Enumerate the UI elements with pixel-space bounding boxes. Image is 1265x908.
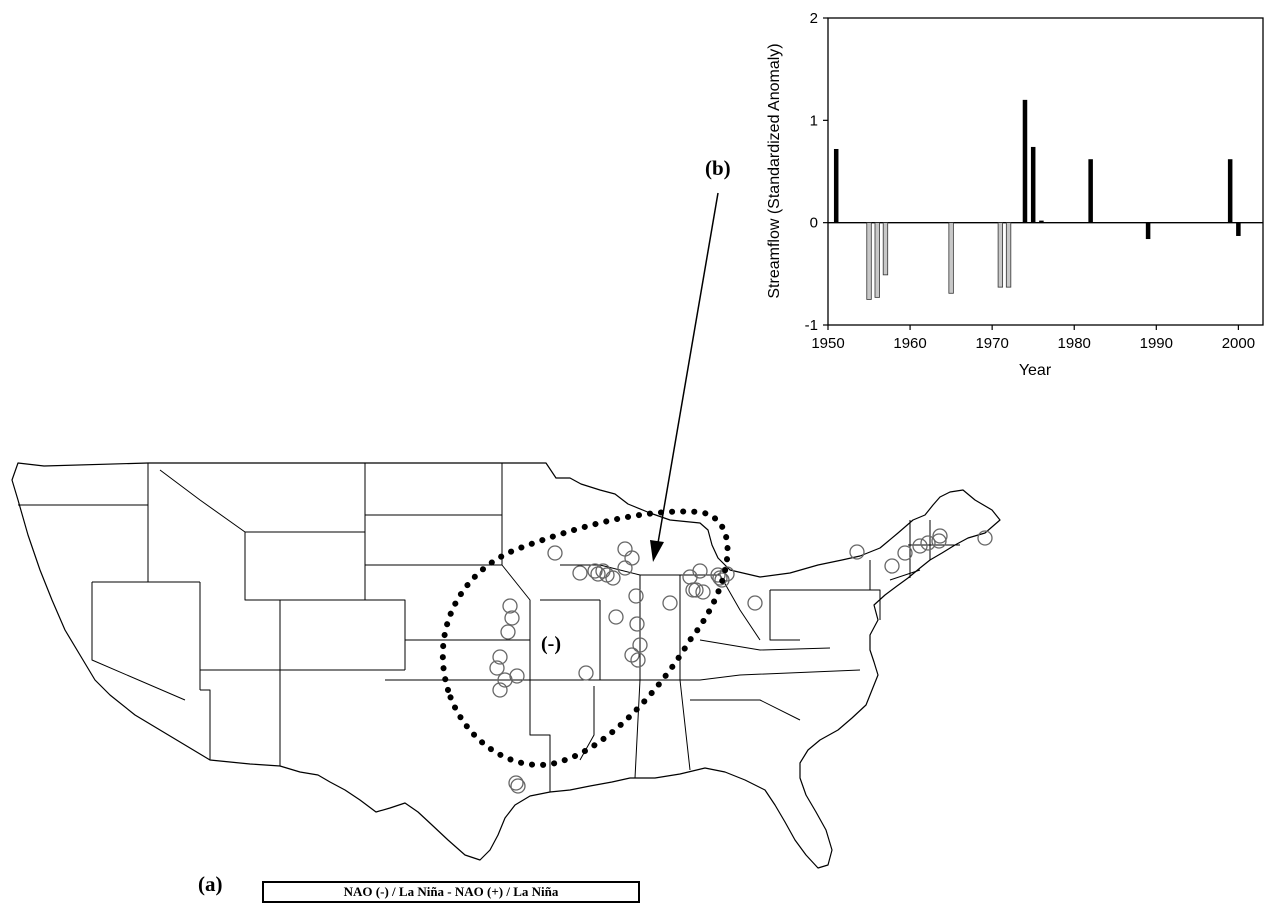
positive-anomaly-bar — [1030, 146, 1036, 223]
station-marker — [712, 570, 728, 586]
station-marker — [510, 778, 526, 794]
station-marker — [695, 584, 711, 600]
y-tick-label: -1 — [805, 317, 818, 334]
positive-anomaly-bar — [1039, 220, 1044, 223]
negative-anomaly-bar — [882, 222, 889, 276]
map-legend-text: NAO (-) / La Niña - NAO (+) / La Niña — [343, 884, 559, 899]
dotted-ellipse — [439, 508, 731, 768]
station-marker — [624, 550, 640, 566]
station-marker — [682, 569, 698, 585]
plot-frame — [827, 17, 1264, 326]
station-marker — [662, 595, 678, 611]
station-marker — [912, 538, 928, 554]
station-marker — [502, 598, 518, 614]
x-tick-label: 1950 — [811, 335, 844, 352]
station-markers — [489, 528, 993, 794]
positive-anomaly-bar — [1236, 222, 1241, 236]
positive-anomaly-bar — [1022, 99, 1028, 223]
positive-anomaly-bar — [833, 148, 839, 223]
chart-ticks: 1950 1960 1970 1980 1990 2000 -1 0 1 2 — [805, 10, 1255, 352]
panel-a-label: (a) — [198, 872, 223, 896]
station-marker — [489, 660, 505, 676]
station-marker — [977, 530, 993, 546]
station-marker — [590, 566, 606, 582]
chart-x-axis-label: Year — [1019, 362, 1052, 379]
y-tick-label: 2 — [810, 10, 818, 27]
state-lines — [18, 463, 960, 792]
positive-anomaly-bar — [1088, 159, 1093, 223]
station-marker — [572, 565, 588, 581]
station-marker — [492, 649, 508, 665]
station-marker — [692, 563, 708, 579]
x-tick-label: 1960 — [893, 335, 926, 352]
station-marker — [492, 682, 508, 698]
station-marker — [714, 572, 730, 588]
region-outline — [439, 508, 731, 768]
station-marker — [685, 582, 701, 598]
station-marker — [504, 610, 520, 626]
station-marker — [547, 545, 563, 561]
y-tick-label: 1 — [810, 112, 818, 129]
positive-anomaly-bar — [1227, 159, 1233, 223]
region-sign-label: (-) — [541, 633, 561, 655]
station-marker — [509, 668, 525, 684]
station-marker — [508, 775, 524, 791]
station-marker — [630, 652, 646, 668]
station-marker — [931, 533, 947, 549]
station-marker — [617, 560, 633, 576]
x-tick-label: 2000 — [1222, 335, 1255, 352]
chart-y-axis-label: Streamflow (Standardized Anomaly) — [766, 43, 783, 298]
us-map — [11, 462, 1001, 869]
x-tick-label: 1980 — [1058, 335, 1091, 352]
us-outline — [11, 462, 1001, 869]
station-marker — [629, 616, 645, 632]
station-marker — [608, 609, 624, 625]
station-marker — [605, 570, 621, 586]
streamflow-chart: 1950 1960 1970 1980 1990 2000 -1 0 1 2 Year Strea… — [766, 10, 1264, 379]
station-marker — [578, 665, 594, 681]
negative-anomaly-bar — [948, 222, 954, 294]
station-marker — [884, 558, 900, 574]
map-legend-box: NAO (-) / La Niña - NAO (+) / La Niña — [262, 881, 640, 903]
positive-anomaly-bar — [1145, 222, 1151, 240]
station-marker — [617, 541, 633, 557]
station-marker — [747, 595, 763, 611]
negative-anomaly-bar — [866, 222, 872, 300]
chart-bars — [833, 99, 1241, 300]
negative-anomaly-bar — [1005, 222, 1012, 288]
station-marker — [632, 637, 648, 653]
y-tick-label: 0 — [810, 215, 818, 232]
x-tick-label: 1990 — [1140, 335, 1173, 352]
panel-b-label: (b) — [705, 156, 731, 180]
x-tick-label: 1970 — [975, 335, 1008, 352]
pointer-arrow — [650, 192, 719, 562]
station-marker — [688, 582, 704, 598]
station-marker — [710, 567, 726, 583]
station-marker — [849, 544, 865, 560]
negative-anomaly-bar — [874, 222, 880, 298]
chart-axes — [827, 17, 1264, 326]
station-marker — [628, 588, 644, 604]
station-marker — [932, 528, 948, 544]
negative-anomaly-bar — [997, 222, 1004, 288]
station-marker — [920, 535, 936, 551]
station-marker — [500, 624, 516, 640]
station-marker — [897, 545, 913, 561]
station-marker — [624, 647, 640, 663]
